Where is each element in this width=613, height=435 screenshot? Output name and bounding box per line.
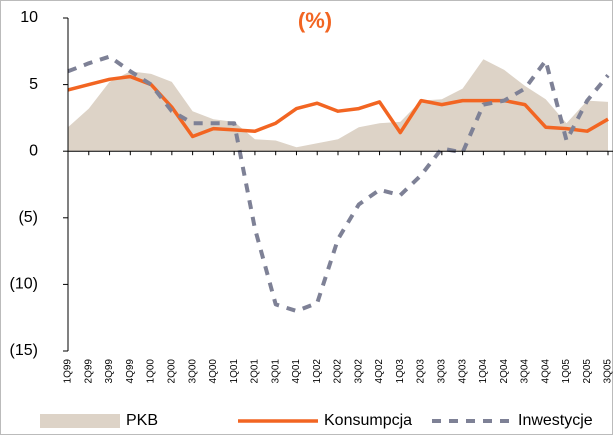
y-tick-label: 5 — [29, 76, 38, 93]
legend-swatch — [40, 414, 120, 428]
x-tick-label: 2Q02 — [333, 359, 344, 384]
legend-label: PKB — [126, 412, 158, 429]
y-tick-label: (15) — [10, 342, 38, 359]
x-tick-label: 2Q03 — [416, 359, 427, 384]
chart-title: (%) — [298, 8, 332, 33]
y-tick-label: 10 — [20, 9, 38, 26]
x-tick-label: 4Q99 — [125, 359, 136, 384]
legend-label: Konsumpcja — [324, 412, 412, 429]
x-tick-label: 4Q03 — [457, 359, 468, 384]
x-tick-label: 1Q01 — [229, 359, 240, 384]
x-tick-label: 2Q00 — [166, 359, 177, 384]
x-tick-label: 1Q00 — [146, 359, 157, 384]
x-tick-label: 3Q03 — [436, 359, 447, 384]
legend-label: Inwestycje — [518, 412, 593, 429]
y-tick-label: (5) — [18, 209, 38, 226]
x-tick-label: 1Q02 — [312, 359, 323, 384]
x-tick-label: 4Q00 — [208, 359, 219, 384]
x-tick-label: 2Q04 — [499, 359, 510, 384]
x-tick-label: 3Q01 — [270, 359, 281, 384]
x-tick-label: 4Q02 — [374, 359, 385, 384]
x-tick-label: 2Q01 — [250, 359, 261, 384]
x-tick-label: 4Q04 — [540, 359, 551, 384]
x-tick-label: 1Q99 — [63, 359, 74, 384]
y-tick-label: (10) — [10, 276, 38, 293]
x-tick-label: 4Q01 — [291, 359, 302, 384]
x-tick-label: 2Q99 — [83, 359, 94, 384]
x-tick-label: 3Q04 — [520, 359, 531, 384]
x-tick-label: 1Q05 — [561, 359, 572, 384]
line — [67, 54, 610, 313]
x-tick-label: 1Q04 — [478, 359, 489, 384]
x-tick-label: 3Q02 — [353, 359, 364, 384]
x-tick-label: 1Q03 — [395, 359, 406, 384]
x-tick-label: 3Q99 — [104, 359, 115, 384]
x-tick-label: 2Q05 — [582, 359, 593, 384]
x-tick-label: 3Q05 — [603, 359, 613, 384]
x-tick-label: 3Q00 — [187, 359, 198, 384]
y-tick-label: 0 — [29, 142, 38, 159]
